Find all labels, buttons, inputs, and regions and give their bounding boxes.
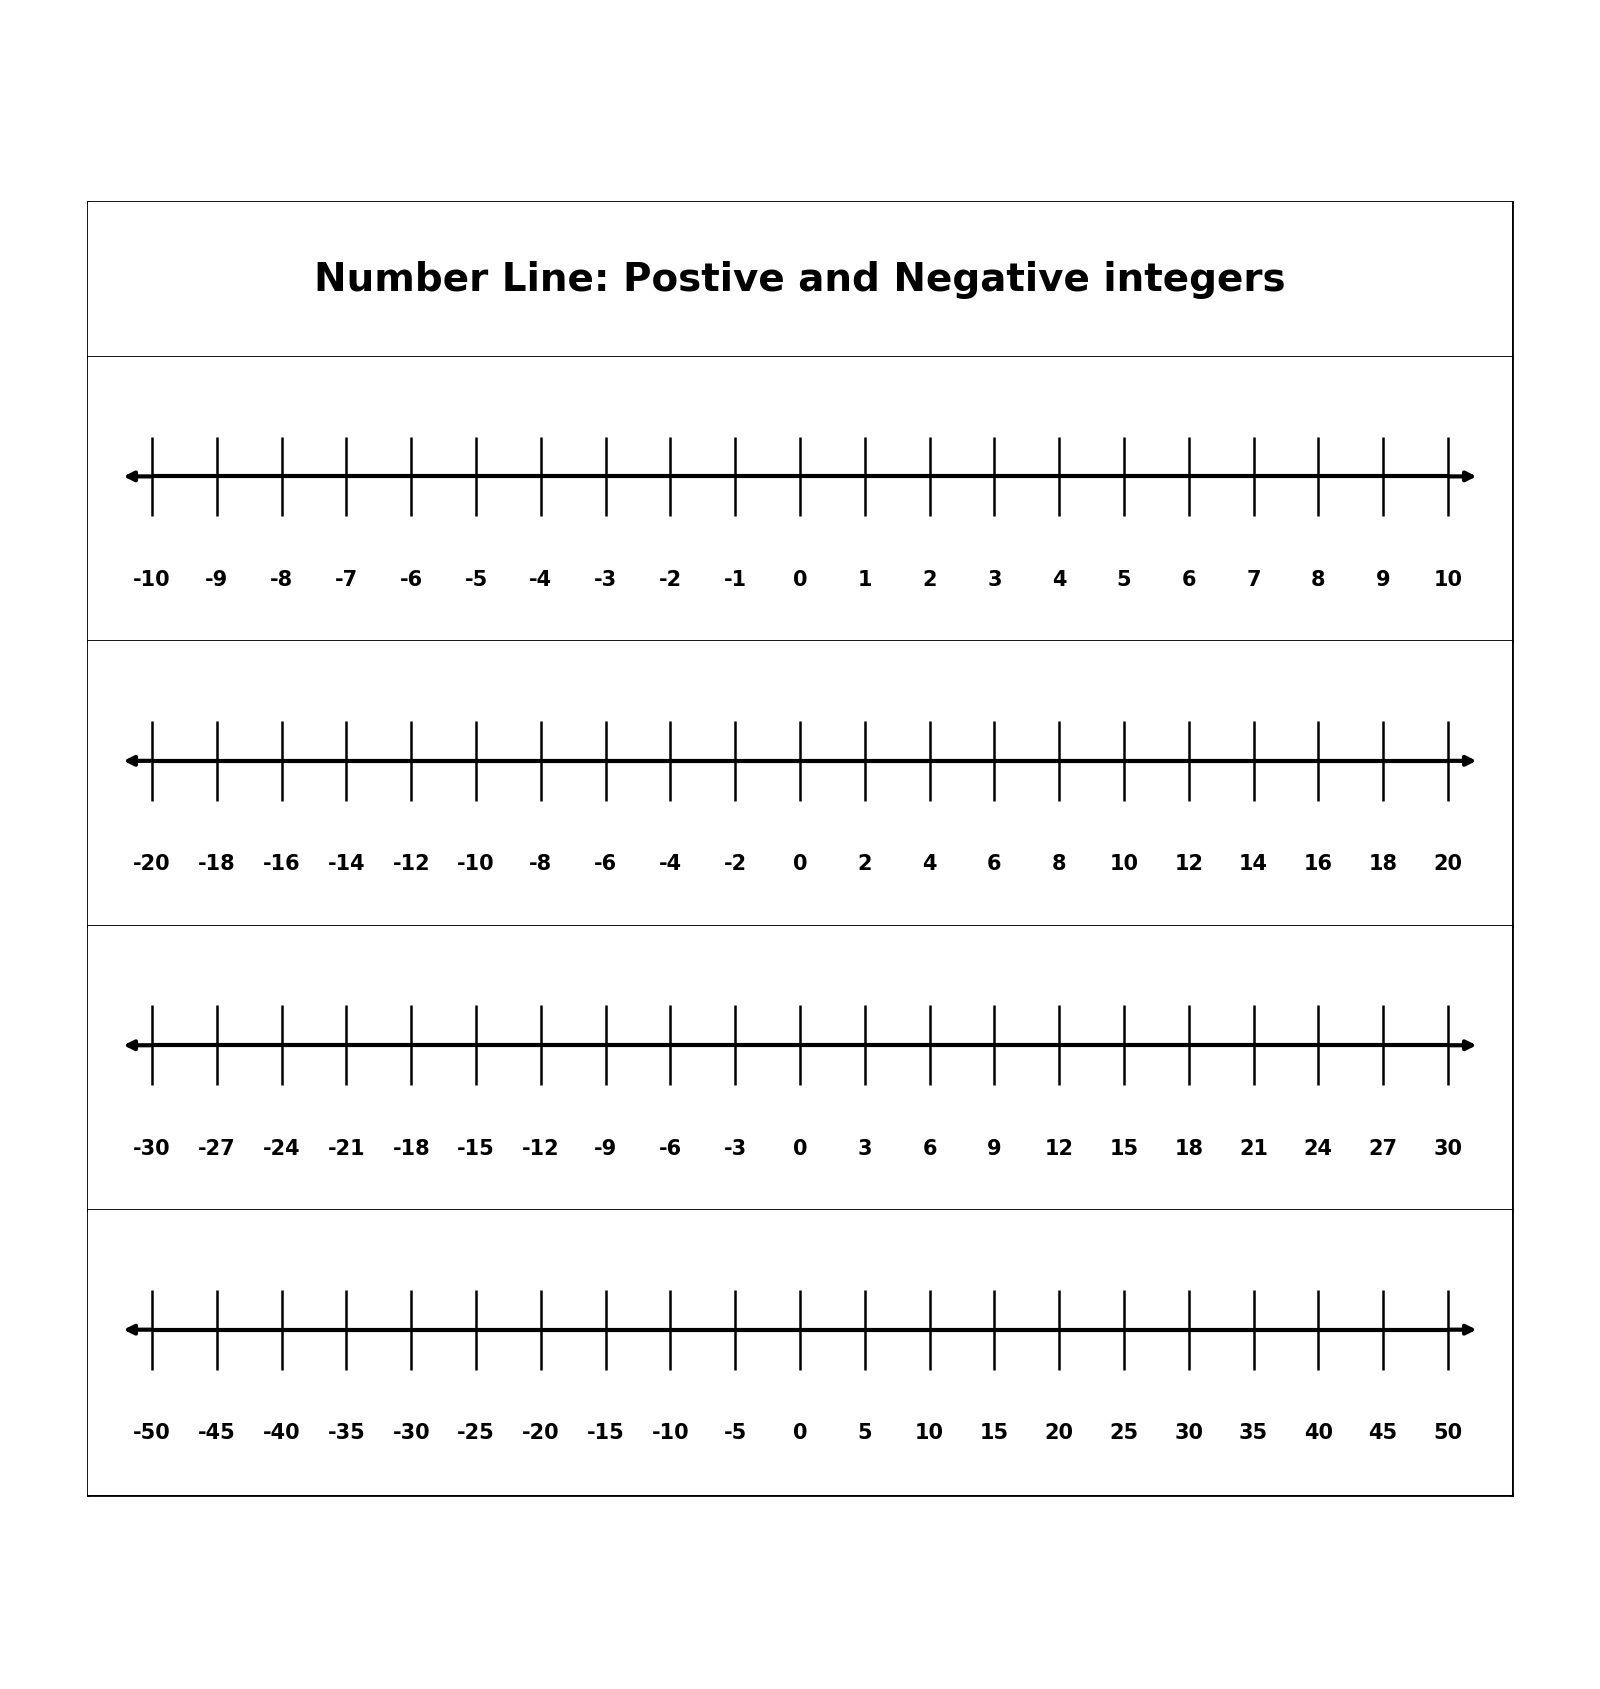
Text: 10: 10 [1109, 853, 1139, 873]
Text: -35: -35 [328, 1422, 365, 1442]
Text: 27: 27 [1368, 1138, 1398, 1159]
Text: -5: -5 [464, 569, 488, 589]
Text: -4: -4 [530, 569, 552, 589]
Text: 2: 2 [922, 569, 938, 589]
Text: 30: 30 [1174, 1422, 1203, 1442]
Text: -5: -5 [723, 1422, 747, 1442]
Text: -2: -2 [723, 853, 747, 873]
Text: -27: -27 [198, 1138, 235, 1159]
Text: 12: 12 [1174, 853, 1203, 873]
Text: -20: -20 [133, 853, 171, 873]
Text: -6: -6 [594, 853, 618, 873]
Text: 1: 1 [858, 569, 872, 589]
Text: 16: 16 [1304, 853, 1333, 873]
Text: 5: 5 [1117, 569, 1131, 589]
Text: -6: -6 [400, 569, 422, 589]
Text: 15: 15 [979, 1422, 1010, 1442]
Text: 30: 30 [1434, 1138, 1462, 1159]
Text: 3: 3 [858, 1138, 872, 1159]
Text: 0: 0 [792, 1422, 808, 1442]
Text: 14: 14 [1238, 853, 1269, 873]
Text: 9: 9 [1376, 569, 1390, 589]
Text: -6: -6 [659, 1138, 682, 1159]
Text: -12: -12 [522, 1138, 560, 1159]
Text: -8: -8 [270, 569, 293, 589]
Text: -8: -8 [530, 853, 552, 873]
Text: -30: -30 [392, 1422, 430, 1442]
Text: -3: -3 [594, 569, 618, 589]
Text: 8: 8 [1051, 853, 1067, 873]
Text: 18: 18 [1368, 853, 1398, 873]
Text: -18: -18 [392, 1138, 430, 1159]
Text: 3: 3 [987, 569, 1002, 589]
Text: -10: -10 [133, 569, 171, 589]
Text: -4: -4 [659, 853, 682, 873]
Text: -12: -12 [392, 853, 430, 873]
Text: -40: -40 [262, 1422, 301, 1442]
Text: -45: -45 [198, 1422, 235, 1442]
Text: 6: 6 [987, 853, 1002, 873]
Text: 2: 2 [858, 853, 872, 873]
Text: -10: -10 [458, 853, 494, 873]
Text: -16: -16 [262, 853, 301, 873]
Text: 15: 15 [1109, 1138, 1139, 1159]
Text: Number Line: Postive and Negative integers: Number Line: Postive and Negative intege… [314, 262, 1286, 299]
Text: -9: -9 [205, 569, 229, 589]
Text: 6: 6 [1181, 569, 1197, 589]
Text: -15: -15 [587, 1422, 624, 1442]
Text: -9: -9 [594, 1138, 618, 1159]
Text: 10: 10 [915, 1422, 944, 1442]
Text: -2: -2 [659, 569, 682, 589]
Text: 6: 6 [922, 1138, 938, 1159]
Text: -7: -7 [334, 569, 358, 589]
Text: 0: 0 [792, 853, 808, 873]
Text: 0: 0 [792, 1138, 808, 1159]
Text: 12: 12 [1045, 1138, 1074, 1159]
Text: 45: 45 [1368, 1422, 1398, 1442]
Text: 20: 20 [1045, 1422, 1074, 1442]
Text: 24: 24 [1304, 1138, 1333, 1159]
Text: -30: -30 [133, 1138, 171, 1159]
Text: 5: 5 [858, 1422, 872, 1442]
Text: -21: -21 [328, 1138, 365, 1159]
Text: -1: -1 [723, 569, 747, 589]
Text: 21: 21 [1238, 1138, 1269, 1159]
Text: 25: 25 [1109, 1422, 1139, 1442]
Text: 7: 7 [1246, 569, 1261, 589]
Text: 0: 0 [792, 569, 808, 589]
Text: -50: -50 [133, 1422, 171, 1442]
Text: -24: -24 [262, 1138, 301, 1159]
Text: -25: -25 [458, 1422, 494, 1442]
Text: -20: -20 [522, 1422, 560, 1442]
Text: 8: 8 [1310, 569, 1325, 589]
Text: 10: 10 [1434, 569, 1462, 589]
Text: 18: 18 [1174, 1138, 1203, 1159]
Text: 20: 20 [1434, 853, 1462, 873]
Text: -10: -10 [651, 1422, 690, 1442]
Text: -14: -14 [328, 853, 365, 873]
Text: 35: 35 [1238, 1422, 1269, 1442]
Text: -3: -3 [723, 1138, 747, 1159]
Text: -15: -15 [458, 1138, 494, 1159]
Text: 50: 50 [1434, 1422, 1462, 1442]
Text: 4: 4 [1051, 569, 1067, 589]
Text: 4: 4 [922, 853, 938, 873]
Text: -18: -18 [198, 853, 235, 873]
Text: 40: 40 [1304, 1422, 1333, 1442]
Text: 9: 9 [987, 1138, 1002, 1159]
